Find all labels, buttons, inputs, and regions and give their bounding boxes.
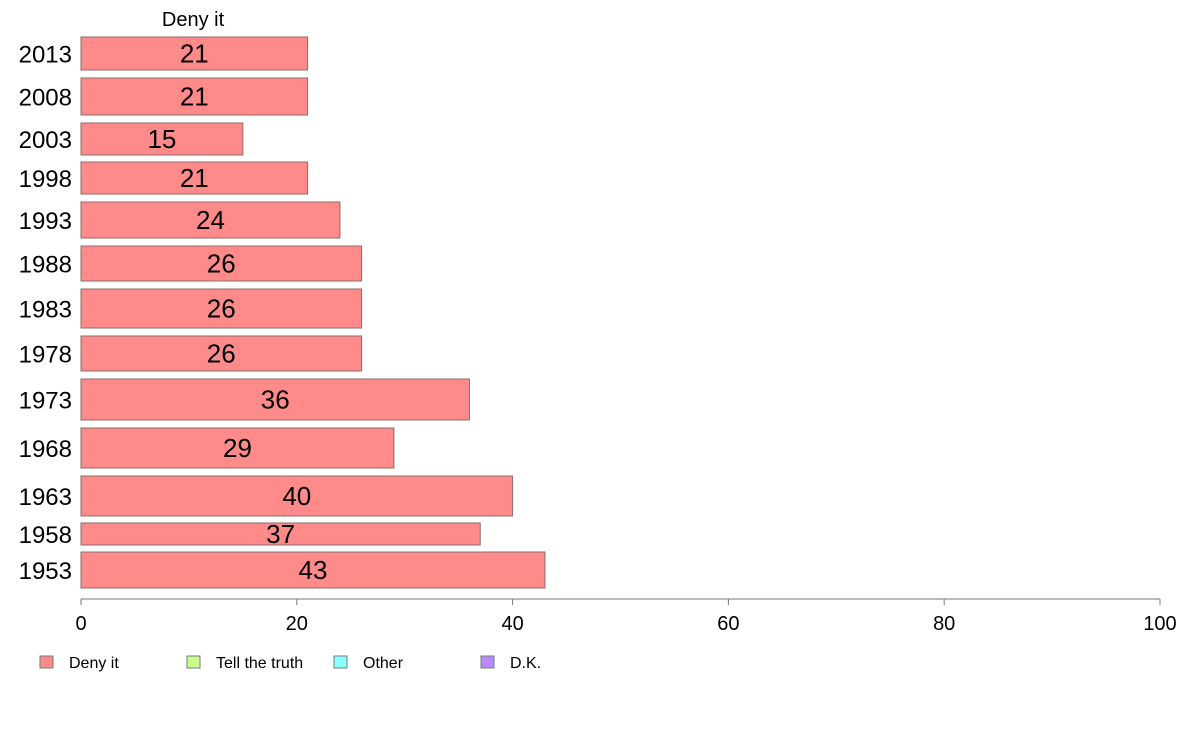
legend-label-tell-the-truth: Tell the truth (216, 655, 303, 672)
category-label-2008: 2008 (19, 85, 72, 112)
bar-1973 (80, 378, 470, 421)
x-axis: 0 20 40 60 80 100 (75, 598, 1177, 635)
value-label-1968: 29 (223, 433, 252, 463)
x-tick-label-40: 40 (501, 613, 523, 635)
category-label-1973: 1973 (19, 388, 72, 415)
bar-2003 (80, 122, 244, 156)
category-label-1953: 1953 (19, 558, 72, 585)
category-label-1988: 1988 (19, 252, 72, 279)
value-label-1988: 26 (207, 249, 236, 279)
category-label-1998: 1998 (19, 166, 72, 193)
x-tick-label-100: 100 (1143, 613, 1176, 635)
legend-swatch-tell-the-truth (186, 655, 201, 669)
bar-1983 (80, 288, 363, 329)
category-label-2013: 2013 (19, 42, 72, 69)
bar-1958 (80, 522, 481, 546)
category-label-1978: 1978 (19, 342, 72, 369)
x-tick-label-20: 20 (286, 613, 308, 635)
legend-label-d-k: D.K. (510, 655, 541, 672)
value-label-1973: 36 (261, 385, 290, 415)
category-label-2003: 2003 (19, 127, 72, 154)
legend-swatch-other (333, 655, 348, 669)
bar-2013 (80, 36, 309, 71)
legend-swatch-deny-it (39, 655, 54, 669)
bar-1953 (80, 551, 546, 589)
bar-1993 (80, 201, 341, 239)
bar-1968 (80, 427, 395, 469)
chart-title: Deny it (162, 9, 225, 31)
legend-swatch-d-k (480, 655, 495, 669)
value-label-1958: 37 (266, 519, 295, 549)
bars-layer: 21 2013 21 2008 15 2003 21 1998 24 1993 26 1988 26 19… (19, 36, 546, 589)
value-label-1993: 24 (196, 205, 225, 235)
value-label-1978: 26 (207, 339, 236, 369)
category-label-1963: 1963 (19, 484, 72, 511)
value-label-1983: 26 (207, 294, 236, 324)
bar-2008 (80, 77, 309, 116)
value-label-1998: 21 (180, 163, 209, 193)
value-label-2003: 15 (147, 124, 176, 154)
value-label-1963: 40 (282, 481, 311, 511)
x-tick-label-0: 0 (75, 613, 86, 635)
bar-1988 (80, 245, 363, 282)
category-label-1983: 1983 (19, 297, 72, 324)
category-label-1958: 1958 (19, 522, 72, 549)
legend: Deny it Tell the truth Other D.K. (39, 655, 541, 672)
x-tick-label-60: 60 (717, 613, 739, 635)
legend-label-other: Other (363, 655, 404, 672)
value-label-1953: 43 (299, 555, 328, 585)
value-label-2013: 21 (180, 39, 209, 69)
bar-1978 (80, 335, 363, 372)
x-tick-label-80: 80 (933, 613, 955, 635)
category-label-1993: 1993 (19, 208, 72, 235)
value-label-2008: 21 (180, 82, 209, 112)
bar-1998 (80, 161, 309, 195)
legend-label-deny-it: Deny it (69, 655, 119, 672)
bar-1963 (80, 475, 514, 517)
category-label-1968: 1968 (19, 436, 72, 463)
